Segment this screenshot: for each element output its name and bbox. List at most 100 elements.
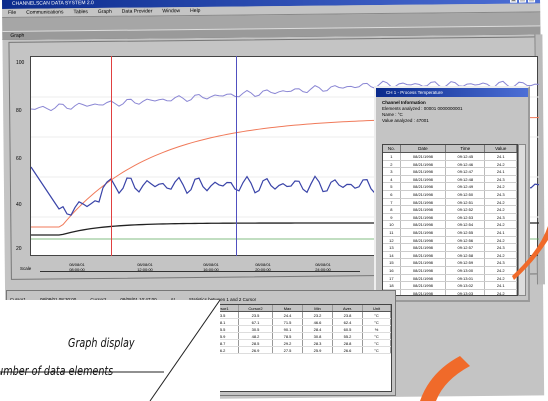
table-row[interactable]: 4 08/21/1998 09:12:48 24.3: [383, 175, 517, 184]
table-row[interactable]: 1 08/21/1998 09:12:45 24.1: [383, 153, 517, 161]
table-row[interactable]: 26.2 26.9 27.5 25.9 26.6 °C: [97, 347, 391, 354]
cursor2-line[interactable]: [236, 56, 237, 256]
table-cell: 08/21/1998: [401, 175, 447, 183]
table-cell: 08/21/1998: [401, 221, 447, 228]
graph-horizontal-scroll[interactable]: Scale: [20, 266, 360, 276]
table-cell: 15: [383, 259, 401, 266]
table-cell: 23.2: [303, 312, 333, 318]
table-cell: 17: [383, 274, 401, 282]
table-cell: 08/21/1998: [401, 289, 447, 295]
table-cell: 4: [383, 175, 401, 183]
table-cell: 09:12:53: [446, 213, 486, 221]
table-cell: 71.5: [273, 319, 303, 325]
table-cell: 30.8: [303, 333, 333, 339]
table-cell: 08/21/1998: [401, 274, 447, 282]
table-cell: 55.2: [333, 333, 363, 339]
table-cell: 09:12:54: [446, 221, 486, 228]
table-row[interactable]: 12 08/21/1998 09:12:56 24.2: [383, 236, 517, 245]
table-cell: 62.4: [333, 319, 363, 325]
table-row[interactable]: 18 08/21/1998 09:13:02 24.1: [383, 282, 517, 290]
channel-info-line: Elements analyzed : 00001 0000000001: [382, 106, 463, 111]
table-row[interactable]: 9 08/21/1998 09:12:53 24.3: [383, 213, 517, 222]
table-row[interactable]: 11 08/21/1998 09:12:55 24.1: [383, 228, 517, 237]
table-cell: 45.9: [205, 333, 239, 339]
table-cell: 26.9: [239, 347, 273, 353]
channel-info-title: Channel Information: [382, 100, 426, 105]
table-cell: 24.1: [485, 168, 517, 175]
y-tick-label: 80: [16, 108, 22, 114]
column-header[interactable]: No.: [383, 145, 401, 152]
table-cell: 24.2: [485, 274, 517, 282]
column-header[interactable]: Cursor2: [239, 305, 273, 311]
table-cell: 09:12:52: [446, 206, 486, 213]
table-cell: 14: [383, 251, 401, 259]
table-cell: 09:12:58: [446, 251, 486, 259]
table-cell: 09:12:51: [446, 198, 486, 206]
table-cell: 9: [383, 213, 401, 221]
table-row[interactable]: 17 08/21/1998 09:13:01 24.2: [383, 274, 517, 283]
stats-label: Statistics between 1 and 2 Cursor: [188, 297, 257, 302]
table-cell: 67.1: [239, 319, 273, 325]
column-header[interactable]: Min: [303, 305, 333, 311]
table-cell: 11: [383, 228, 401, 236]
table-row[interactable]: 8 08/21/1998 09:12:52 24.2: [383, 206, 517, 214]
table-cell: 08/21/1998: [401, 153, 447, 160]
table-cell: 27.5: [273, 347, 303, 353]
cursor1-line[interactable]: [111, 56, 112, 256]
column-header[interactable]: Unit: [363, 305, 391, 311]
table-cell: 24.1: [485, 153, 517, 160]
table-cell: 08/21/1998: [401, 206, 447, 213]
table-cell: 24.4: [273, 312, 303, 318]
table-cell: 08/21/1998: [401, 183, 447, 190]
table-row[interactable]: 3 08/21/1998 09:12:47 24.1: [383, 168, 517, 176]
table-row[interactable]: 23.5 23.5 24.4 23.2 23.8 °C: [97, 312, 391, 319]
x-tick-label: 08/08/01 08:00:00: [69, 262, 85, 272]
table-cell: 60.5: [333, 326, 363, 332]
table-row[interactable]: 5 08/21/1998 09:12:49 24.2: [383, 183, 517, 191]
channel-table-scrollbar[interactable]: [518, 144, 526, 296]
column-header[interactable]: Max: [273, 305, 303, 311]
table-cell: 46.6: [303, 319, 333, 325]
table-row[interactable]: 15 08/21/1998 09:12:59 24.3: [383, 259, 517, 267]
table-cell: 24.3: [485, 213, 517, 221]
arrow-to-stats-table: [420, 356, 470, 401]
table-cell: 2: [383, 160, 401, 168]
table-cell: 26.2: [205, 347, 239, 353]
column-header[interactable]: Value: [485, 145, 517, 152]
table-cell: 24.3: [485, 175, 517, 183]
table-cell: 26.6: [333, 347, 363, 353]
table-cell: 23.8: [333, 312, 363, 318]
table-row[interactable]: 7 08/21/1998 09:12:51 24.2: [383, 198, 517, 207]
table-cell: 24.3: [485, 190, 517, 198]
table-row[interactable]: 10 08/21/1998 09:12:54 24.2: [383, 221, 517, 229]
table-cell: 12: [383, 236, 401, 244]
cursor1-label: Cursor1: [10, 296, 26, 304]
table-cell: 7: [383, 198, 401, 206]
table-cell: %: [363, 326, 391, 332]
table-cell: 08/21/1998: [401, 251, 447, 259]
table-cell: 24.2: [485, 198, 517, 206]
table-cell: 09:12:55: [446, 228, 486, 236]
callout-graph-display: Graph display: [68, 336, 135, 350]
table-cell: 09:12:45: [446, 153, 486, 160]
table-row[interactable]: 2 08/21/1998 09:12:46 24.2: [383, 160, 517, 169]
column-header[interactable]: Aver.: [333, 305, 363, 311]
table-row[interactable]: 6 08/21/1998 09:12:50 24.3: [383, 190, 517, 199]
cursor2-label: Cursor2: [90, 296, 106, 304]
table-cell: 6: [383, 190, 401, 198]
table-row[interactable]: 16 08/21/1998 09:13:00 24.2: [383, 266, 517, 275]
cursor2-value: 08/08/01 10:47:00: [120, 296, 156, 304]
table-row[interactable]: 14 08/21/1998 09:12:58 24.2: [383, 251, 517, 260]
scroll-track[interactable]: [40, 271, 360, 272]
table-row[interactable]: 13 08/21/1998 09:12:57 24.3: [383, 244, 517, 252]
column-header[interactable]: Date: [401, 145, 447, 152]
table-cell: 29.2: [273, 340, 303, 346]
y-tick-label: 100: [16, 60, 25, 66]
column-header[interactable]: Time: [446, 145, 486, 152]
table-cell: °C: [363, 347, 391, 353]
channel-window-titlebar[interactable]: CH 1 - Process Temperature: [376, 88, 528, 97]
column-header[interactable]: Cursor1: [205, 305, 239, 311]
callout-frame: [0, 300, 220, 401]
table-cell: 16: [383, 266, 401, 274]
table-cell: 08/21/1998: [401, 282, 447, 289]
